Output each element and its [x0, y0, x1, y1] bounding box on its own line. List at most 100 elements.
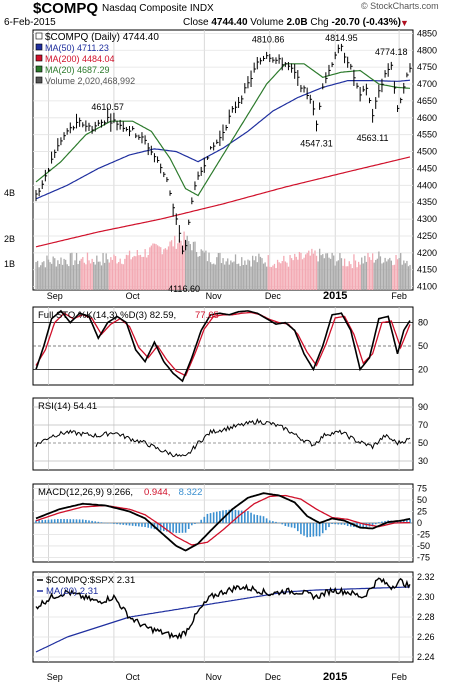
chg-label: Chg	[310, 17, 329, 28]
volume-bar	[379, 256, 382, 290]
volume-bar	[337, 260, 340, 290]
macd-hist-bar	[359, 523, 361, 529]
macd-hist-bar	[103, 522, 106, 524]
volume-bar	[199, 256, 201, 290]
macd-hist-bar	[35, 520, 37, 523]
macd-hist-bar	[75, 519, 78, 523]
macd-hist-bar	[247, 510, 249, 523]
price-annotation: 4610.57	[91, 102, 124, 112]
macd-hist-bar	[57, 519, 59, 523]
brand-watermark: © StockCharts.com	[361, 1, 439, 11]
volume-bar	[275, 267, 277, 290]
volume-y-tick: 4B	[4, 188, 15, 198]
macd-hist-bar	[256, 515, 259, 523]
macd-hist-bar	[44, 519, 47, 523]
chg-value: -20.70 (-0.43%)	[331, 17, 401, 28]
ma20-line	[35, 63, 411, 197]
volume-bar	[264, 262, 266, 290]
volume-bar	[35, 262, 37, 290]
volume-bar	[79, 260, 81, 290]
volume-bar	[119, 258, 121, 290]
macd-hist-bar	[122, 523, 125, 525]
macd-hist-bar	[69, 519, 72, 523]
volume-bar	[180, 240, 182, 290]
x-tick-label: Sep	[47, 672, 63, 682]
price-y-tick: 4500	[417, 147, 437, 157]
macd-hist-bar	[406, 519, 408, 523]
ratio-y-tick: 2.30	[417, 592, 435, 602]
macd-hist-bar	[172, 523, 174, 533]
volume-bar	[192, 241, 195, 290]
volume-bar	[97, 261, 100, 290]
volume-bar	[206, 261, 209, 290]
volume-bar	[58, 263, 61, 290]
macd-hist-bar	[197, 522, 199, 524]
ma200-line	[35, 156, 411, 248]
volume-bar	[38, 267, 40, 290]
volume-bar	[406, 260, 408, 290]
volume-bar	[367, 252, 369, 290]
macd-hist-bar	[331, 523, 333, 525]
volume-bar	[389, 257, 391, 290]
volume-bar	[150, 245, 153, 290]
volume-bar	[110, 257, 112, 290]
volume-bar	[114, 256, 117, 290]
price-y-tick: 4150	[417, 265, 437, 275]
volume-bar	[133, 255, 135, 290]
volume-bar	[325, 253, 327, 290]
volume-bar	[96, 255, 98, 290]
volume-bar	[205, 250, 207, 290]
macd-hist-bar	[228, 509, 231, 523]
ratio-y-tick: 2.32	[417, 572, 435, 582]
volume-bar	[255, 256, 257, 290]
price-legend-4-swatch	[35, 76, 43, 84]
macd-hist-bar	[94, 521, 97, 523]
macd-hist-bar	[234, 509, 237, 523]
volume-bar	[239, 266, 241, 290]
volume-bar	[328, 257, 330, 290]
volume-bar	[300, 252, 302, 290]
price-legend-0-swatch	[35, 32, 43, 40]
volume-bar	[357, 261, 360, 290]
volume-bar	[331, 252, 333, 290]
price-y-tick: 4250	[417, 231, 437, 241]
macd-hist-bar	[128, 523, 131, 526]
volume-bar	[312, 253, 315, 290]
volume-bar	[370, 259, 372, 290]
volume-bar	[194, 241, 196, 290]
macd-hist-bar	[178, 523, 181, 533]
macd-hist-bar	[206, 513, 209, 523]
volume-bar	[209, 262, 212, 290]
volume-bar	[80, 258, 82, 290]
volume-bar	[308, 250, 310, 290]
volume-bar	[69, 253, 71, 290]
volume-bar	[237, 263, 240, 290]
macd-y-tick: 50	[417, 495, 427, 505]
macd-hist-bar	[297, 523, 299, 532]
volume-bar	[253, 260, 255, 290]
sto-d-line	[35, 311, 411, 377]
volume-bar	[297, 259, 299, 290]
volume-bar	[290, 258, 293, 290]
macd-hist-bar	[300, 523, 302, 535]
rsi-line	[35, 418, 411, 458]
volume-bar	[85, 264, 87, 290]
macd-hist-bar	[337, 523, 340, 525]
volume-bar	[72, 265, 75, 290]
volume-bar	[185, 240, 187, 290]
macd-hist-bar	[362, 523, 365, 528]
price-y-tick: 4850	[417, 28, 437, 38]
volume-bar	[317, 261, 319, 290]
macd-hist-bar	[219, 511, 221, 523]
price-legend-4: Volume 2,020,468,992	[45, 76, 135, 86]
volume-bar	[345, 266, 347, 290]
volume-bar	[60, 257, 62, 290]
volume-value: 2.0B	[286, 17, 308, 28]
macd-hist-bar	[272, 521, 274, 523]
macd-hist-bar	[147, 523, 149, 528]
x-tick-label: Oct	[126, 672, 141, 682]
x-tick-label: 2015	[323, 671, 347, 683]
volume-bar	[44, 267, 47, 290]
volume-bar	[309, 255, 311, 290]
